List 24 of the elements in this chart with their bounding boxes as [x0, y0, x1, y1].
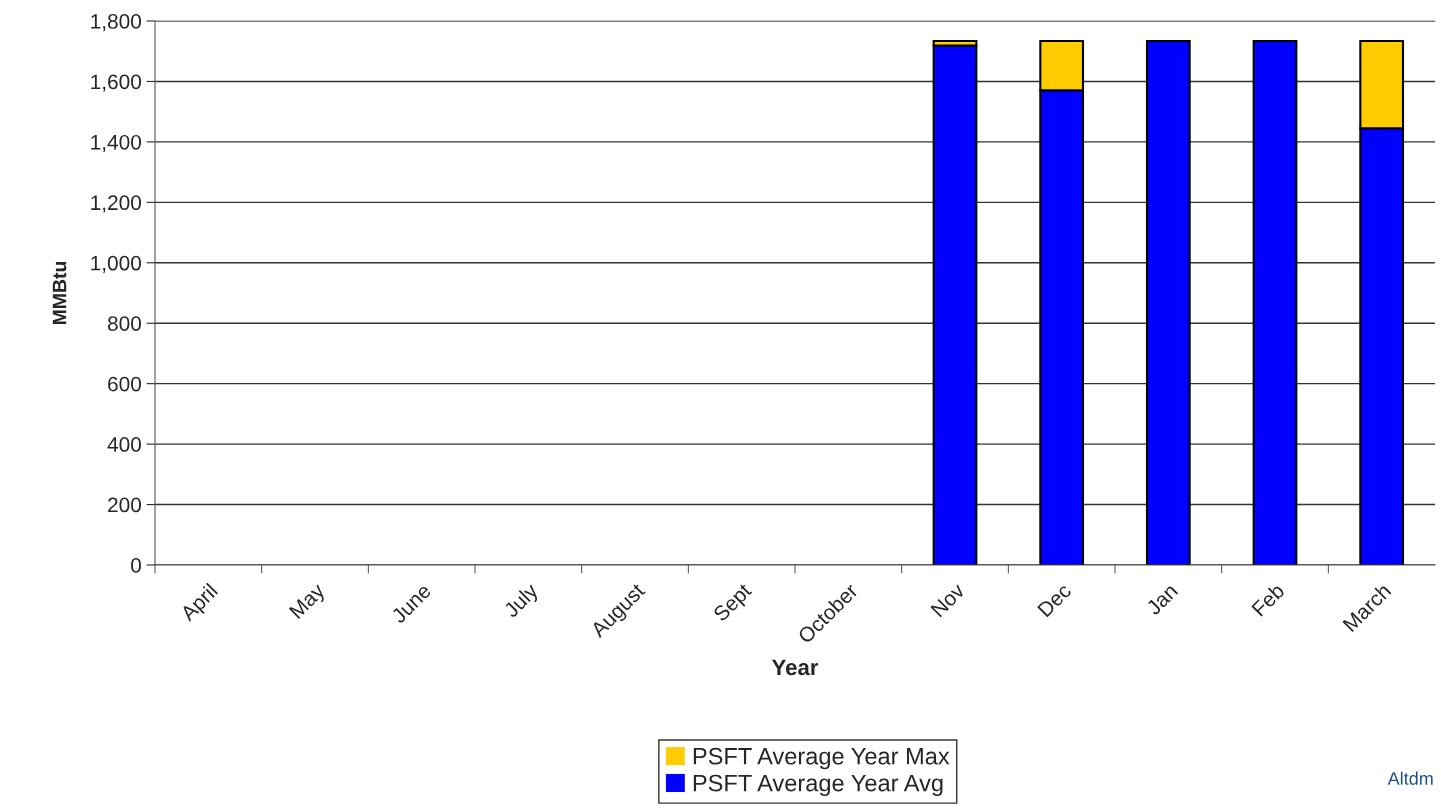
text: Altdm	[1387, 771, 1433, 785]
bar	[1145, 39, 1191, 565]
x-tick-label: Feb	[1250, 582, 1286, 617]
y-tick-label: 0	[131, 558, 141, 573]
y-tick-label: 600	[108, 376, 141, 392]
legend-label: PSFT Average Year Avg	[693, 774, 943, 797]
y-tick-label: 1,400	[91, 134, 141, 153]
x-tick-label: Jan	[1145, 583, 1179, 617]
y-tick-label: 1,200	[91, 195, 141, 213]
x-axis-title: Year	[771, 659, 819, 676]
y-tick-label: 1,600	[91, 74, 141, 92]
y-tick-label: 1,000	[91, 255, 141, 273]
bar	[1252, 39, 1298, 565]
y-tick-label: 400	[107, 437, 141, 452]
x-tick-label: July	[502, 581, 543, 622]
legend-label: PSFT Average Year Max	[693, 747, 950, 770]
x-tick-label: Nov	[930, 582, 966, 618]
x-tick-label: Dec	[1037, 582, 1073, 618]
y-tick-label: 1,800	[91, 14, 141, 32]
x-tick-label: May	[288, 582, 329, 623]
bar	[932, 44, 978, 565]
y-tick-label: 800	[107, 316, 141, 331]
y-axis-title: MMBtu	[52, 261, 67, 325]
y-tick-label: 200	[108, 497, 141, 513]
